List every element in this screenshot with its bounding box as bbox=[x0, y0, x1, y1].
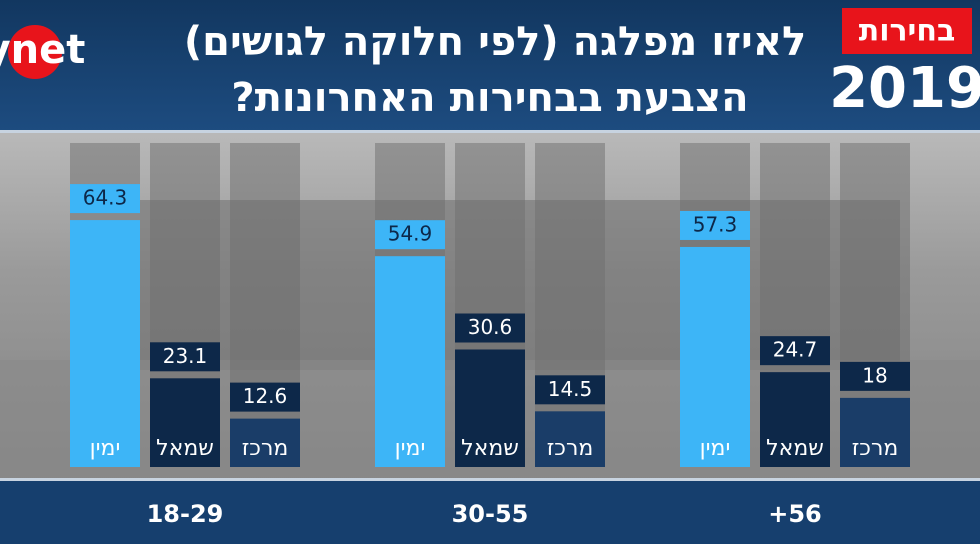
group-label: 30-55 bbox=[452, 500, 529, 528]
series-label: ימין bbox=[90, 436, 121, 461]
value-box bbox=[535, 375, 605, 405]
series-label: מרכז bbox=[852, 436, 899, 461]
bar bbox=[840, 397, 910, 467]
series-label: מרכז bbox=[547, 436, 594, 461]
bar bbox=[230, 418, 300, 467]
header bbox=[0, 0, 980, 133]
column-bg bbox=[230, 143, 300, 467]
logo: ynet bbox=[0, 27, 85, 73]
value-box bbox=[760, 336, 830, 366]
value-label: 12.6 bbox=[243, 384, 288, 408]
badge-bg bbox=[842, 8, 972, 54]
title-line: הצבעת בבחירות האחרונות? bbox=[231, 75, 748, 121]
badge-year: 2019 bbox=[829, 56, 980, 121]
value-label: 18 bbox=[862, 363, 887, 387]
value-label: 64.3 bbox=[83, 186, 128, 210]
logo-circle bbox=[8, 25, 62, 79]
group-label: +56 bbox=[768, 500, 822, 528]
series-label: ימין bbox=[700, 436, 731, 461]
footer-line bbox=[0, 478, 980, 481]
value-box bbox=[150, 342, 220, 372]
value-box bbox=[680, 210, 750, 240]
footer bbox=[0, 481, 980, 544]
value-box bbox=[455, 313, 525, 343]
bar bbox=[150, 378, 220, 467]
value-box bbox=[70, 184, 140, 214]
bar bbox=[70, 220, 140, 467]
value-label: 54.9 bbox=[388, 222, 433, 246]
badge-word: בחירות bbox=[859, 14, 956, 49]
series-label: שמאל bbox=[461, 436, 519, 461]
bar bbox=[535, 411, 605, 467]
series-label: מרכז bbox=[242, 436, 289, 461]
value-label: 23.1 bbox=[163, 344, 208, 368]
bar bbox=[375, 256, 445, 467]
group-label: 18-29 bbox=[147, 500, 224, 528]
value-label: 57.3 bbox=[693, 212, 738, 236]
value-box bbox=[230, 382, 300, 412]
header-line bbox=[0, 130, 980, 133]
bar bbox=[455, 349, 525, 467]
series-label: שמאל bbox=[156, 436, 214, 461]
bar bbox=[760, 372, 830, 467]
value-box bbox=[840, 361, 910, 391]
bar bbox=[680, 246, 750, 467]
value-label: 14.5 bbox=[548, 377, 593, 401]
series-label: שמאל bbox=[766, 436, 824, 461]
value-label: 24.7 bbox=[773, 338, 818, 362]
value-label: 30.6 bbox=[468, 315, 513, 339]
title-line: לאיזו מפלגה (לפי חלוקה לגושים) bbox=[184, 19, 806, 65]
value-box bbox=[375, 220, 445, 250]
series-label: ימין bbox=[395, 436, 426, 461]
